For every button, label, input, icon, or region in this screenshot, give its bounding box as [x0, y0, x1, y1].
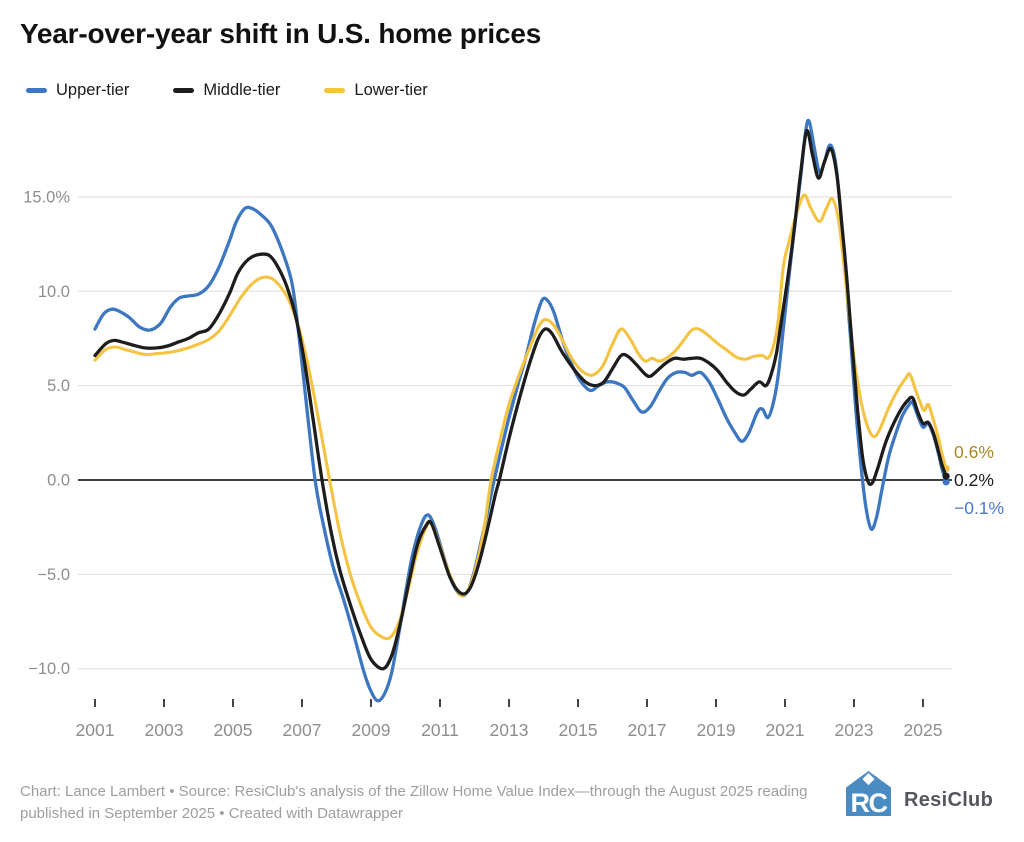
x-axis-label: 2011 [421, 720, 459, 740]
series-line-upper-tier [93, 118, 948, 703]
legend-swatch-icon [324, 88, 346, 93]
x-axis-label: 2025 [904, 720, 943, 740]
y-axis-label: 5.0 [47, 377, 70, 395]
x-axis-label: 2017 [628, 720, 667, 740]
x-axis-label: 2003 [145, 720, 184, 740]
series-end-dot-upper-tier [942, 478, 950, 486]
end-value-label: 0.6% [954, 442, 994, 462]
x-axis-label: 2009 [352, 720, 391, 740]
x-axis-label: 2023 [835, 720, 874, 740]
resiclub-logo: RC ResiClub [845, 770, 993, 830]
y-axis-label: 15.0% [23, 188, 70, 206]
x-axis-label: 2021 [766, 720, 805, 740]
resiclub-logo-text: ResiClub [904, 788, 994, 811]
legend-item-upper-tier: Upper-tier [26, 81, 129, 100]
legend-item-label: Lower-tier [354, 81, 428, 99]
x-axis-label: 2007 [283, 720, 322, 740]
series-end-dot-middle-tier [942, 472, 950, 480]
x-axis-label: 2019 [697, 720, 736, 740]
svg-text:RC: RC [851, 788, 888, 818]
x-axis-label: 2001 [76, 720, 115, 740]
x-axis-label: 2015 [559, 720, 598, 740]
legend-item-label: Upper-tier [56, 81, 130, 99]
legend-item-lower-tier: Lower-tier [324, 81, 428, 100]
y-axis-label: 10.0 [38, 283, 70, 301]
series-line-lower-tier [93, 193, 948, 641]
x-axis-label: 2005 [214, 720, 253, 740]
x-axis-label: 2013 [490, 720, 529, 740]
y-axis-label: −10.0 [28, 660, 70, 678]
series-line-middle-tier [93, 129, 948, 671]
end-value-label: −0.1% [954, 498, 1004, 518]
y-axis-label: −5.0 [37, 566, 70, 584]
legend-swatch-icon [26, 88, 47, 93]
legend-item-label: Middle-tier [203, 81, 281, 99]
legend-swatch-icon [173, 88, 195, 93]
legend: Upper-tier Middle-tier Lower-tier [26, 81, 428, 100]
resiclub-house-icon: RC [846, 771, 891, 818]
end-value-label: 0.2% [954, 470, 994, 490]
legend-item-middle-tier: Middle-tier [173, 81, 280, 100]
footer-attribution: Chart: Lance Lambert • Source: ResiClub'… [20, 783, 808, 822]
page-title: Year-over-year shift in U.S. home prices [20, 18, 542, 49]
y-axis-label: 0.0 [47, 472, 70, 490]
